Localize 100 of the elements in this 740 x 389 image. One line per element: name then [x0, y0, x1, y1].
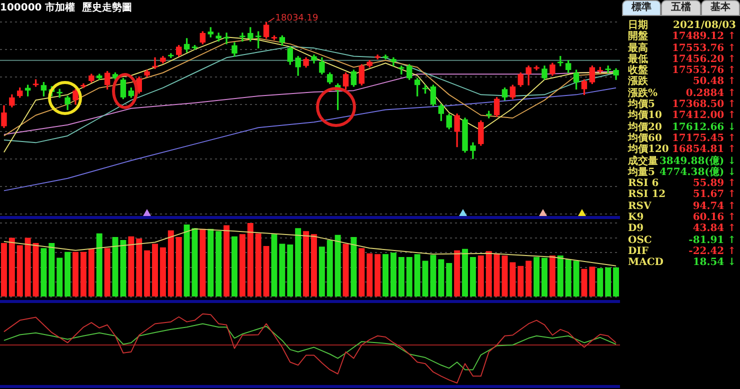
category-label: 成交量: [628, 156, 658, 167]
bar: [232, 236, 238, 296]
bar: [48, 242, 55, 296]
category-label: 最低: [628, 54, 648, 65]
bar: [184, 224, 190, 296]
bar: [310, 234, 317, 296]
bar: [414, 254, 420, 296]
bar: [382, 254, 388, 296]
bar: [16, 245, 23, 296]
bar: [239, 234, 246, 296]
text: 17553.76 ↑: [672, 42, 736, 54]
text: 17368.50 ↑: [672, 99, 736, 110]
bar: [542, 258, 548, 296]
chart-title: 100000 市加權 歷史走勢圖: [0, 2, 132, 14]
bar: [597, 268, 604, 296]
bar: [168, 230, 174, 296]
bar: [176, 237, 182, 296]
bar: [64, 252, 71, 296]
category-label: 均價5: [628, 99, 655, 110]
bar: [303, 231, 310, 296]
category-label: MACD: [628, 257, 664, 269]
bar: [120, 240, 126, 296]
category-label: 開盤: [628, 31, 648, 42]
text: 94.74 ↑: [692, 200, 736, 212]
bar: [342, 244, 349, 296]
bar: [390, 252, 396, 296]
bar: [152, 244, 158, 296]
category-label: 均價10: [628, 110, 662, 122]
bar: [438, 259, 444, 296]
category-label: K9: [628, 212, 644, 224]
bar: [494, 253, 500, 296]
text: 標準: [622, 0, 662, 16]
bar: [573, 260, 580, 296]
bar: [358, 248, 365, 296]
bar: [0, 242, 7, 296]
bar: [510, 262, 516, 296]
text: 18.54 ↓: [692, 257, 736, 268]
bar: [88, 248, 94, 296]
bar: [128, 236, 134, 296]
bar: [80, 252, 86, 296]
text: -22.42 ↑: [688, 246, 736, 257]
bar: [32, 242, 39, 296]
text: 基本: [700, 0, 740, 16]
bar: [318, 246, 325, 296]
bar: [422, 260, 428, 296]
bar: [136, 238, 142, 296]
bar: [279, 244, 286, 296]
bar: [271, 234, 278, 296]
bar: [287, 244, 294, 296]
bar: [502, 256, 508, 296]
bar: [565, 259, 572, 296]
category-label: RSI 6: [628, 178, 659, 190]
bar: [366, 253, 373, 296]
bar: [518, 266, 524, 296]
bar: [462, 248, 468, 296]
bar: [8, 238, 15, 296]
category-label: 日期: [628, 20, 648, 31]
bar: [350, 237, 357, 296]
bar: [534, 257, 540, 296]
category-label: RSI 12: [628, 189, 666, 201]
bar: [470, 257, 476, 296]
bar: [40, 248, 47, 296]
category-label: 漲跌: [628, 76, 648, 88]
bar: [104, 248, 110, 296]
text: 43.84 ↑: [692, 223, 736, 234]
category-label: 均價60: [628, 132, 662, 144]
bar: [374, 254, 381, 296]
text: -81.91 ↑: [688, 234, 736, 246]
bar: [613, 267, 620, 296]
category-label: 均價120: [628, 144, 669, 156]
text: 17412.00 ↑: [672, 110, 736, 122]
bar: [581, 268, 588, 296]
category-label: DIF: [628, 246, 648, 258]
bar: [334, 234, 341, 296]
text: 2021/08/03: [673, 20, 736, 31]
bar: [446, 262, 452, 296]
bar: [192, 228, 198, 296]
category-label: 均價20: [628, 122, 662, 133]
text: 17612.66 ↓: [672, 122, 736, 133]
category-label: 最高: [628, 42, 648, 54]
category-label: 收盤: [628, 65, 648, 76]
text: 17489.12 ↑: [672, 31, 736, 42]
bar: [200, 228, 206, 296]
bar: [72, 252, 78, 296]
bar: [326, 240, 333, 296]
bar: [486, 251, 492, 296]
text: 17553.76 ↑: [672, 65, 736, 76]
text: 55.89 ↑: [692, 178, 736, 190]
bar: [247, 223, 254, 296]
bar: [454, 250, 460, 296]
bar: [295, 228, 302, 296]
text: 51.67 ↑: [692, 189, 736, 200]
text: 60.16 ↑: [692, 212, 736, 224]
bar: [430, 254, 436, 296]
bar: [398, 257, 404, 296]
bar: [56, 258, 63, 296]
bar: [526, 260, 532, 296]
text: 五檔: [661, 0, 701, 16]
text: 50.48 ↑: [692, 76, 736, 88]
category-label: RSV: [628, 200, 652, 212]
